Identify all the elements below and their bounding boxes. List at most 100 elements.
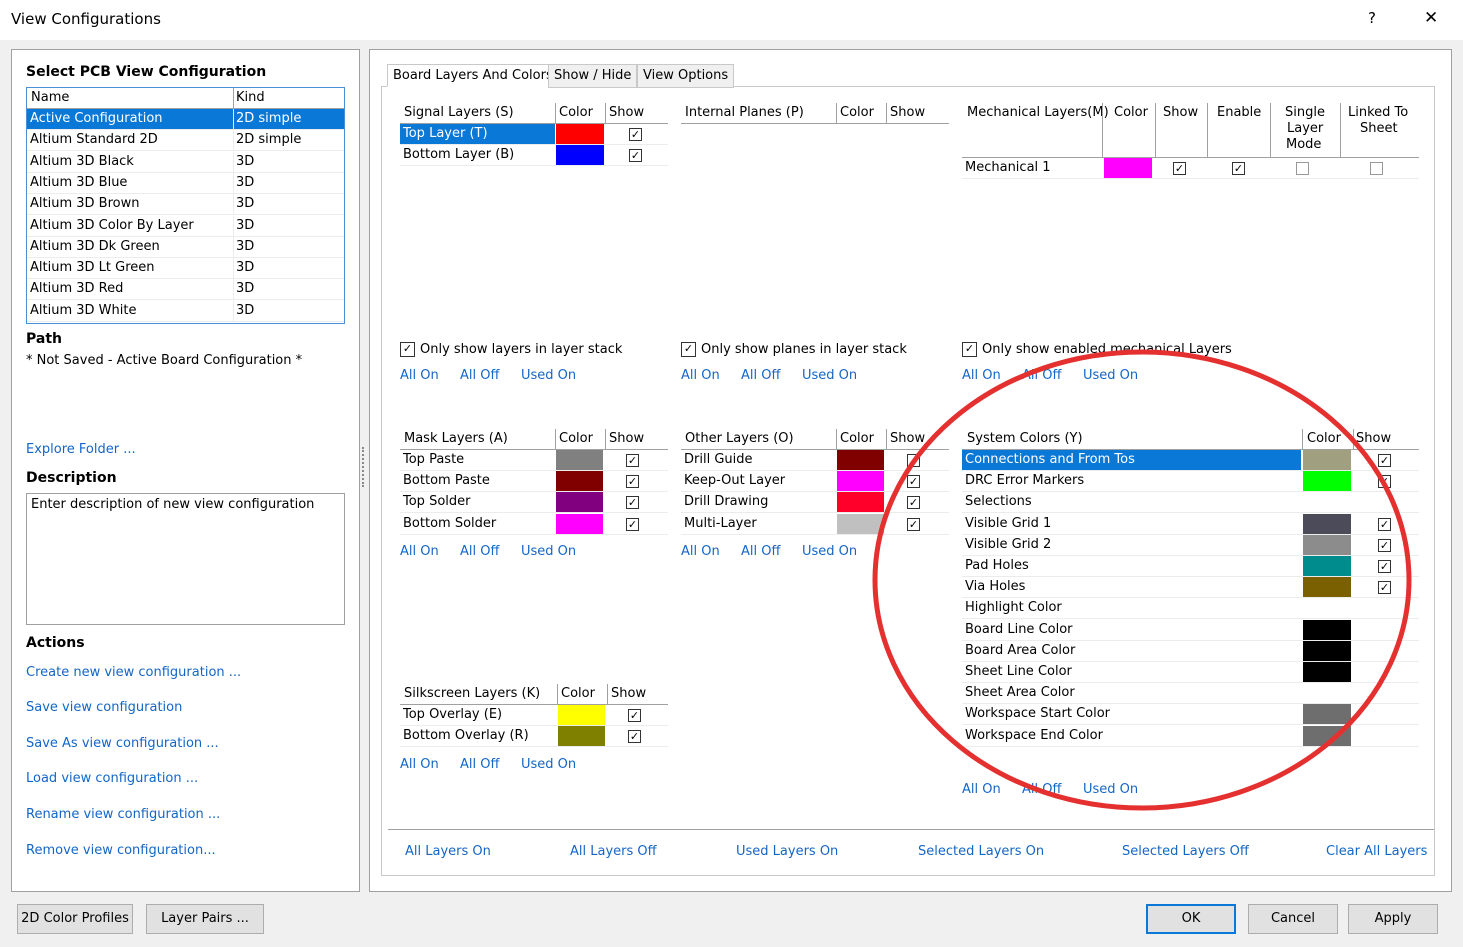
color-header[interactable]: Color [559,431,593,446]
color-swatch[interactable] [1303,534,1351,555]
enable-header[interactable]: Enable [1217,105,1262,120]
description-textarea[interactable]: Enter description of new view configurat… [26,493,345,625]
color-swatch[interactable] [1104,158,1152,178]
other-title[interactable]: Other Layers (O) [685,431,794,446]
show-checkbox[interactable]: ✓ [907,496,920,510]
color-swatch[interactable] [837,492,884,513]
color-header[interactable]: Color [559,105,593,120]
mask-used-on-link[interactable]: Used On [521,544,577,559]
color-swatch[interactable] [558,705,605,725]
single-header-2[interactable]: Layer [1287,121,1324,136]
all-layers-off-link[interactable]: All Layers Off [570,844,657,859]
color-swatch[interactable] [1303,662,1351,682]
config-row[interactable]: Active Configuration 2D simple [27,109,344,130]
explore-folder-link[interactable]: Explore Folder ... [26,442,136,457]
checkbox[interactable]: ✓ [400,342,415,357]
signal-used-on-link[interactable]: Used On [521,368,577,383]
tab-view-options[interactable]: View Options [637,64,735,88]
system-all-off-link[interactable]: All Off [1022,782,1062,797]
show-checkbox[interactable] [907,454,920,467]
color-swatch[interactable] [1303,577,1351,598]
show-header[interactable]: Show [890,105,926,120]
apply-button[interactable]: Apply [1348,904,1438,934]
show-checkbox[interactable]: ✓ [629,149,642,163]
color-header[interactable]: Color [1114,105,1148,120]
color-swatch[interactable] [1303,450,1351,470]
color-swatch[interactable] [556,471,603,492]
signal-all-off-link[interactable]: All Off [460,368,500,383]
selected-layers-on-link[interactable]: Selected Layers On [918,844,1045,859]
system-used-on-link[interactable]: Used On [1083,782,1139,797]
color-swatch[interactable] [1303,640,1351,661]
color-swatch[interactable] [1303,471,1351,492]
color-header[interactable]: Color [561,686,595,701]
planes-used-on-link[interactable]: Used On [802,368,858,383]
color-swatch[interactable] [556,124,604,144]
other-row[interactable]: Drill Guide [681,450,949,471]
other-all-off-link[interactable]: All Off [741,544,781,559]
single-header-1[interactable]: Single [1285,105,1325,120]
mech-checkbox[interactable]: ✓ [1232,162,1245,175]
checkbox[interactable]: ✓ [681,342,696,357]
color-swatch[interactable] [556,513,603,534]
only-layers-stack-checkbox[interactable]: ✓ Only show layers in layer stack [400,342,622,357]
show-checkbox[interactable]: ✓ [1378,475,1391,489]
show-checkbox[interactable]: ✓ [626,475,639,489]
color-header[interactable]: Color [1307,431,1341,446]
config-row[interactable]: Altium 3D Lt Green 3D [27,258,344,280]
checkbox[interactable]: ✓ [962,342,977,357]
rename-config-link[interactable]: Rename view configuration ... [26,807,221,822]
mech-used-on-link[interactable]: Used On [1083,368,1139,383]
only-enabled-mech-checkbox[interactable]: ✓ Only show enabled mechanical Layers [962,342,1232,357]
color-swatch[interactable] [1303,619,1351,640]
single-header-3[interactable]: Mode [1286,137,1322,152]
color-swatch[interactable] [1303,556,1351,576]
show-checkbox[interactable]: ✓ [907,475,920,489]
mech-checkbox[interactable] [1296,162,1309,175]
config-list[interactable]: Name Kind Active Configuration 2D simple A… [26,87,345,324]
mask-all-on-link[interactable]: All On [400,544,439,559]
mask-row[interactable]: Top Paste [400,450,668,471]
show-checkbox[interactable]: ✓ [1378,454,1391,467]
other-row[interactable]: Drill Drawing [681,492,949,514]
color-swatch[interactable] [556,145,604,166]
signal-title[interactable]: Signal Layers (S) [404,105,514,120]
selected-layers-off-link[interactable]: Selected Layers Off [1122,844,1249,859]
color-swatch[interactable] [1303,683,1351,704]
show-checkbox[interactable]: ✓ [907,517,920,531]
used-layers-on-link[interactable]: Used Layers On [736,844,839,859]
show-checkbox[interactable]: ✓ [626,517,639,531]
show-checkbox[interactable]: ✓ [1378,581,1391,595]
tab-show-hide[interactable]: Show / Hide [548,64,638,88]
show-header[interactable]: Show [1356,431,1392,446]
color-header[interactable]: Color [840,431,874,446]
mask-row[interactable]: Bottom Solder [400,514,668,535]
color-swatch[interactable] [1303,704,1351,725]
show-header[interactable]: Show [609,431,645,446]
col-name[interactable]: Name [31,90,70,105]
mech-title[interactable]: Mechanical Layers(M) [967,105,1109,120]
clear-all-layers-link[interactable]: Clear All Layers [1326,844,1428,859]
color-swatch[interactable] [837,450,884,470]
mask-row[interactable]: Top Solder [400,492,668,514]
color-swatch[interactable] [556,492,603,513]
other-all-on-link[interactable]: All On [681,544,720,559]
load-config-link[interactable]: Load view configuration ... [26,771,199,786]
silk-row[interactable]: Bottom Overlay (R) [400,726,668,748]
tab-board-layers[interactable]: Board Layers And Colors [387,64,559,87]
planes-all-off-link[interactable]: All Off [741,368,781,383]
config-row[interactable]: Altium 3D Black 3D [27,151,344,173]
other-row[interactable]: Multi-Layer [681,514,949,535]
splitter-grip[interactable] [362,447,365,487]
signal-all-on-link[interactable]: All On [400,368,439,383]
color-profiles-button[interactable]: 2D Color Profiles [17,904,133,934]
close-icon[interactable]: ✕ [1424,8,1439,28]
mech-row[interactable]: Mechanical 1 [962,158,1419,179]
layer-pairs-button[interactable]: Layer Pairs ... [146,904,264,934]
config-row[interactable]: Altium 3D Dk Green 3D [27,236,344,258]
config-row[interactable]: Altium 3D Brown 3D [27,194,344,216]
mech-all-on-link[interactable]: All On [962,368,1001,383]
all-layers-on-link[interactable]: All Layers On [405,844,491,859]
show-checkbox[interactable]: ✓ [1378,517,1391,531]
mask-row[interactable]: Bottom Paste [400,471,668,493]
